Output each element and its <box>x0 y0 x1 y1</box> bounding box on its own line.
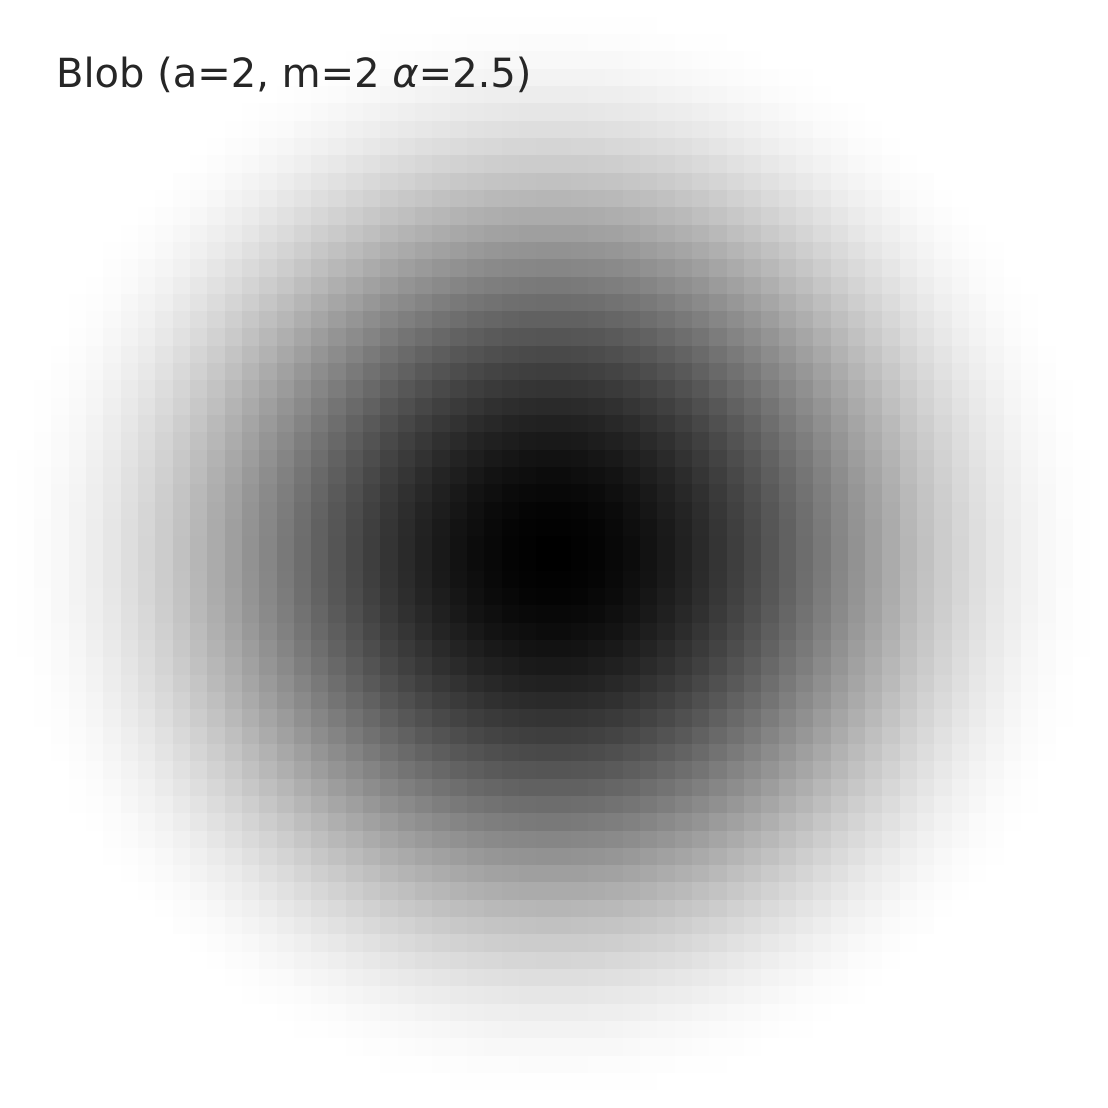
plot-title: Blob (a=2, m=2 α=2.5) <box>56 48 531 100</box>
alpha-symbol: α <box>392 51 419 97</box>
plot-title-suffix: =2.5) <box>418 51 532 97</box>
plot-title-prefix: Blob (a=2, m=2 <box>56 51 393 97</box>
